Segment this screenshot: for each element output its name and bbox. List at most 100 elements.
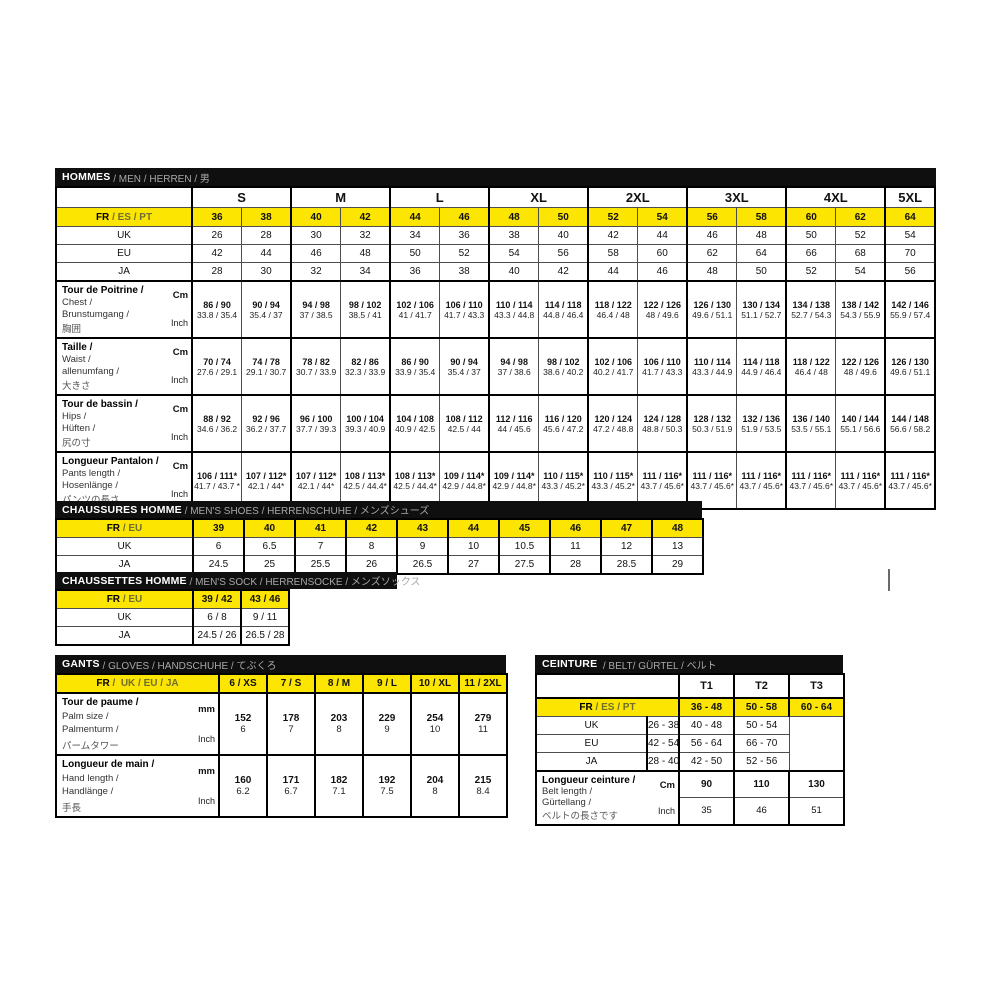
- men-measure-3-cell-cm: 106 / 111*: [197, 470, 238, 481]
- gloves-measure-1-cell-inch: 6.2: [236, 786, 250, 797]
- men-measure-2-units: Cm Inch: [156, 397, 191, 451]
- men-measure-3-cell-inch: 43.3 / 45.2*: [591, 480, 635, 491]
- men-measure-1-cell: 106 / 110 41.7 / 43.3: [637, 337, 688, 396]
- men-uk-cell: 32: [340, 226, 391, 245]
- gloves-measure-1-cell-cm: 182: [330, 775, 348, 786]
- men-measure-0-label-line: Chest /: [62, 297, 93, 308]
- men-measure-0-cell-cm: 90 / 94: [252, 299, 280, 310]
- men-size-table: S M L XL 2XL 3XL 4XL 5XL FR / ES / PT 36 38 40 42 44 4…: [55, 186, 936, 510]
- men-ja-row: JA 28 30 32 34 36 38 40 42 44 46 48 50 52 54 56: [55, 262, 936, 282]
- men-eu-row: EU 42 44 46 48 50 52 54 56 58 60 62 64 66 68 70: [55, 244, 936, 263]
- men-measure-1-cell-inch: 41.7 / 43.3: [642, 366, 683, 377]
- men-measure-0-cell-inch: 35.4 / 37: [249, 309, 283, 320]
- men-measure-0-cell-cm: 142 / 146: [891, 299, 929, 310]
- men-measure-3-cell: 107 / 112* 42.1 / 44*: [241, 451, 292, 510]
- belt-eu-label: EU: [535, 734, 648, 753]
- shoes-ja-cell: 27: [447, 555, 500, 575]
- men-fr-size-cell: 46: [439, 207, 490, 227]
- men-measure-2-cell-cm: 96 / 100: [299, 413, 333, 424]
- men-ja-cell: 34: [340, 262, 391, 282]
- men-measure-1-cell: 114 / 118 44.9 / 46.4: [736, 337, 787, 396]
- men-measure-2-cell: 124 / 128 48.8 / 50.3: [637, 394, 688, 453]
- men-measure-1-cell-cm: 126 / 130: [891, 356, 929, 367]
- men-measure-2-cell: 96 / 100 37.7 / 39.3: [290, 394, 342, 453]
- belt-length-unit-inch: Inch: [657, 806, 675, 816]
- gloves-measure-1-label-line: 手長: [62, 802, 82, 814]
- men-fr-size-cell: 58: [736, 207, 787, 227]
- mens-socks-section: CHAUSSETTES HOMME / MEN'S SOCK / HERRENS…: [55, 572, 420, 646]
- men-uk-cell: 42: [587, 226, 639, 245]
- men-measure-2-row: Tour de bassin / Hips / Hüften / 尻の寸 Cm Inch 8…: [55, 394, 936, 453]
- men-measure-0-cell-cm: 106 / 110: [445, 299, 483, 310]
- men-measure-2-unit-cm: Cm: [172, 404, 189, 416]
- gloves-measure-1-cell-inch: 7.1: [332, 786, 346, 797]
- shoes-fr-cell: 46: [549, 518, 602, 538]
- men-measure-3-cell-cm: 111 / 116*: [692, 470, 733, 481]
- men-measure-1-label-line: Waist /: [62, 354, 91, 365]
- men-measure-0-units: Cm Inch: [156, 283, 191, 337]
- shoes-fr-cell: 44: [447, 518, 500, 538]
- men-measure-0-unit-inch: Inch: [171, 318, 189, 329]
- shoes-fr-cell: 48: [651, 518, 704, 538]
- men-measure-0-cell-cm: 86 / 90: [203, 299, 231, 310]
- men-measure-1-cell-inch: 44.9 / 46.4: [741, 366, 782, 377]
- men-measure-3-cell-cm: 107 / 112*: [295, 470, 337, 481]
- gloves-measure-1-units: mm Inch: [183, 757, 218, 816]
- men-measure-2-cell-inch: 40.9 / 42.5: [395, 423, 436, 434]
- gloves-measure-1-cell-cm: 215: [474, 775, 492, 786]
- socks-table-subtitle: / MEN'S SOCK / HERRENSOCKE / メンズソックス: [186, 577, 421, 588]
- men-measure-3-cell-inch: 42.1 / 44*: [297, 480, 335, 491]
- men-measure-1-cell-cm: 90 / 94: [450, 356, 478, 367]
- size-group-m: M: [290, 186, 391, 208]
- men-measure-2-cell-inch: 39.3 / 40.9: [345, 423, 386, 434]
- men-measure-0-cell-inch: 54.3 / 55.9: [840, 309, 881, 320]
- men-measure-3-cell-cm: 111 / 116*: [791, 470, 832, 481]
- men-uk-cell: 52: [835, 226, 886, 245]
- gloves-measure-0-cell-inch: 10: [429, 724, 441, 735]
- men-fr-label-bold: FR: [95, 211, 110, 223]
- men-table-header-bar: HOMMES / MEN / HERREN / 男: [55, 168, 936, 186]
- men-measure-3-cell-cm: 111 / 116*: [840, 470, 881, 481]
- socks-table-header-bar: CHAUSSETTES HOMME / MEN'S SOCK / HERRENS…: [55, 572, 420, 589]
- belt-ja-row: JA 28 - 40 42 - 50 52 - 56: [535, 752, 844, 772]
- shoes-uk-cell: 10: [447, 537, 500, 556]
- belt-length-label-line: Belt length /: [542, 786, 593, 797]
- men-fr-size-cell: 56: [686, 207, 738, 227]
- belt-uk-row: UK 26 - 38 40 - 48 50 - 54: [535, 716, 844, 735]
- men-measure-1-cell-inch: 33.9 / 35.4: [395, 366, 436, 377]
- belt-fr-cell: 60 - 64: [788, 697, 845, 717]
- men-measure-3-cell: 109 / 114* 42.9 / 44.8*: [439, 451, 490, 510]
- men-measure-3-cell: 110 / 115* 43.3 / 45.2*: [538, 451, 589, 510]
- men-measure-2-cell-inch: 56.6 / 58.2: [890, 423, 931, 434]
- men-measure-2-cell-inch: 34.6 / 36.2: [196, 423, 238, 434]
- men-measure-0-cell-inch: 52.7 / 54.3: [791, 309, 832, 320]
- gloves-fr-label: FR / UK / EU / JA: [55, 673, 220, 694]
- men-measure-0-row: Tour de Poitrine / Chest / Brunstumgang / 胸…: [55, 280, 936, 339]
- men-measure-2-label-line: 尻の寸: [62, 438, 91, 449]
- men-measure-0-cell-inch: 48 / 49.6: [645, 309, 679, 320]
- gloves-measure-0-label-line: Palmenturm /: [62, 724, 119, 736]
- men-uk-cell: 38: [488, 226, 540, 245]
- men-measure-2-cell-cm: 104 / 108: [396, 413, 434, 424]
- gloves-measure-1-cell-cm: 160: [234, 775, 252, 786]
- men-uk-cell: 34: [389, 226, 441, 245]
- men-measure-2-cell-inch: 42.5 / 44: [447, 423, 481, 434]
- men-uk-cell: 40: [538, 226, 589, 245]
- men-measure-3-label-line: Longueur Pantalon /: [62, 456, 159, 467]
- gloves-measure-0-label-line: Palm size /: [62, 710, 109, 722]
- gloves-measure-0-cell-cm: 203: [330, 713, 348, 724]
- socks-fr-label: FR / EU: [55, 589, 194, 609]
- men-uk-cell: 30: [290, 226, 342, 245]
- men-measure-3-cell-inch: 43.7 / 45.6*: [838, 480, 883, 491]
- men-measure-3-cell: 111 / 116* 43.7 / 45.6*: [884, 451, 936, 510]
- men-measure-2-cell-inch: 37.7 / 39.3: [296, 423, 337, 434]
- men-measure-2-label-line: Hips /: [62, 411, 87, 422]
- men-measure-1-cell-inch: 30.7 / 33.9: [296, 366, 337, 377]
- belt-eu-cell: 42 - 54: [646, 734, 680, 753]
- shoes-uk-label: UK: [55, 537, 194, 556]
- shoes-fr-cell: 41: [294, 518, 347, 538]
- size-group-2xl: 2XL: [587, 186, 688, 208]
- men-measure-3-units: Cm Inch: [159, 454, 191, 508]
- gloves-size-cell: 7 / S: [266, 673, 316, 694]
